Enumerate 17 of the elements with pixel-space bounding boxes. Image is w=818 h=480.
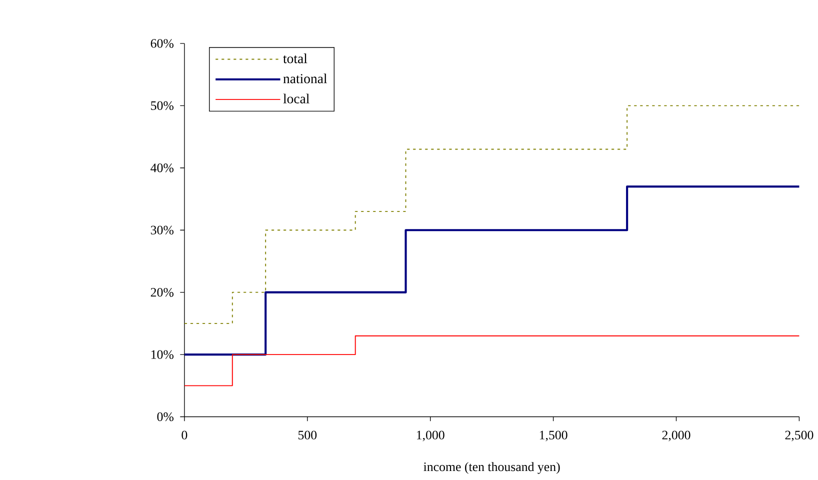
x-tick-label: 1,500 (540, 430, 568, 442)
y-tick-label: 30% (150, 226, 174, 234)
legend-label: total (283, 53, 308, 64)
y-tick-label: 20% (150, 288, 174, 297)
x-tick-label: 2,500 (785, 430, 814, 442)
legend-label: national (283, 73, 327, 84)
y-tick-label: 0% (157, 412, 174, 422)
y-tick-label: 40% (150, 163, 174, 172)
x-axis-title: income (ten thousand yen) (424, 462, 560, 474)
x-tick-label: 500 (298, 430, 317, 440)
y-tick-label: 10% (151, 350, 174, 359)
x-tick-label: 0 (182, 430, 188, 440)
y-tick-label: 50% (151, 101, 174, 110)
y-tick-label: 60% (150, 38, 174, 48)
x-tick-label: 1,000 (416, 430, 444, 442)
legend-label: local (283, 94, 310, 104)
x-tick-label: 2,000 (662, 430, 690, 442)
